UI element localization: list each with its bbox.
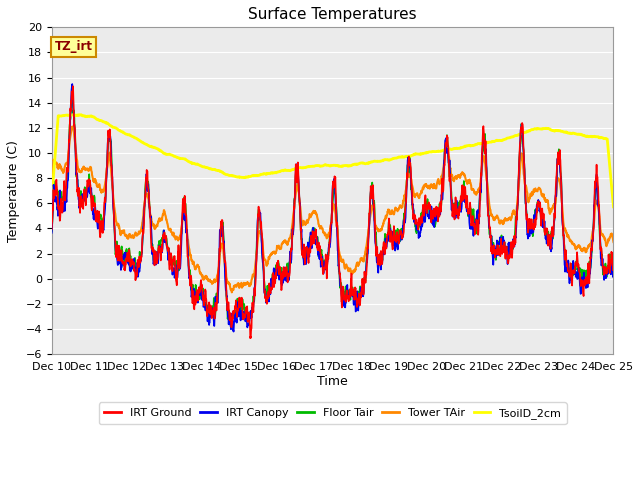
TsoilD_2cm — [205, 166, 212, 171]
Floor Tair — [497, 243, 504, 249]
Tower TAir — [576, 243, 584, 249]
IRT Ground — [205, 308, 212, 313]
Legend: IRT Ground, IRT Canopy, Floor Tair, Tower TAir, TsoilD_2cm: IRT Ground, IRT Canopy, Floor Tair, Towe… — [99, 402, 566, 424]
IRT Canopy — [610, 273, 618, 278]
TsoilD_2cm — [362, 161, 369, 167]
Line: IRT Canopy: IRT Canopy — [52, 84, 614, 332]
TsoilD_2cm — [576, 132, 584, 137]
Floor Tair — [68, 94, 76, 99]
Line: TsoilD_2cm: TsoilD_2cm — [52, 115, 614, 207]
Text: TZ_irt: TZ_irt — [54, 40, 93, 53]
Floor Tair — [48, 228, 56, 234]
Tower TAir — [362, 248, 369, 254]
Tower TAir — [48, 205, 56, 211]
IRT Canopy — [230, 329, 237, 335]
Tower TAir — [610, 239, 618, 245]
TsoilD_2cm — [349, 162, 357, 168]
IRT Ground — [362, 280, 369, 286]
Tower TAir — [228, 289, 236, 295]
Title: Surface Temperatures: Surface Temperatures — [248, 7, 417, 22]
Floor Tair — [610, 266, 618, 272]
IRT Canopy — [576, 283, 584, 288]
Y-axis label: Temperature (C): Temperature (C) — [7, 140, 20, 242]
IRT Ground — [48, 227, 56, 232]
IRT Ground — [610, 264, 618, 270]
IRT Canopy — [497, 234, 504, 240]
IRT Canopy — [205, 311, 212, 317]
Line: IRT Ground: IRT Ground — [52, 86, 614, 338]
Floor Tair — [349, 293, 357, 299]
Tower TAir — [349, 268, 357, 274]
TsoilD_2cm — [48, 194, 56, 200]
IRT Ground — [561, 243, 568, 249]
IRT Canopy — [561, 254, 568, 260]
IRT Canopy — [349, 292, 357, 298]
Tower TAir — [561, 227, 568, 233]
TsoilD_2cm — [496, 138, 504, 144]
TsoilD_2cm — [77, 112, 85, 118]
Floor Tair — [576, 266, 584, 272]
IRT Ground — [246, 336, 254, 341]
IRT Canopy — [362, 275, 369, 281]
IRT Canopy — [68, 81, 76, 87]
TsoilD_2cm — [560, 129, 568, 135]
IRT Ground — [349, 288, 357, 294]
Floor Tair — [205, 302, 212, 308]
Line: Floor Tair: Floor Tair — [52, 96, 614, 324]
IRT Ground — [69, 84, 77, 89]
Tower TAir — [68, 124, 76, 130]
Floor Tair — [362, 278, 369, 284]
Floor Tair — [227, 321, 234, 327]
IRT Ground — [497, 253, 504, 259]
TsoilD_2cm — [610, 204, 618, 210]
Line: Tower TAir: Tower TAir — [52, 127, 614, 292]
Floor Tair — [561, 242, 568, 248]
Tower TAir — [497, 221, 504, 227]
IRT Ground — [576, 272, 584, 278]
IRT Canopy — [48, 230, 56, 236]
X-axis label: Time: Time — [317, 375, 348, 388]
Tower TAir — [205, 278, 212, 284]
